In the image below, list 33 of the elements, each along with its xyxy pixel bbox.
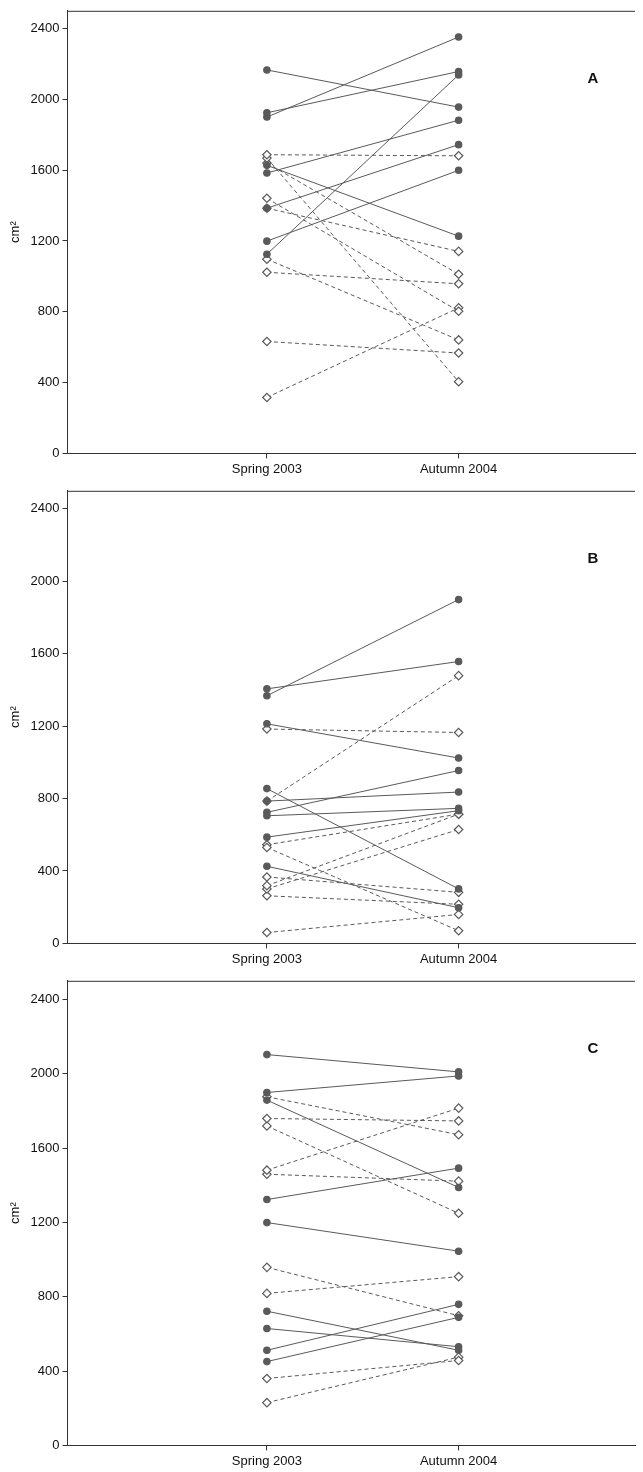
y-tick-label: 2000: [30, 90, 60, 106]
y-tick-label: 1200: [30, 717, 60, 733]
annotation: C: [587, 1038, 599, 1056]
y-tick-label: 2000: [30, 572, 60, 588]
y-tick-label: 2400: [30, 500, 60, 516]
y-tick-label: 0: [52, 1436, 60, 1452]
y-tick-label: 2000: [30, 1065, 60, 1081]
y-tick-label: 1200: [30, 232, 60, 248]
y-tick-label: 0: [52, 934, 60, 950]
x-tick-label: Autumn 2004: [419, 1452, 498, 1468]
x-tick-label: Autumn 2004: [419, 950, 498, 966]
annotation: B: [587, 548, 599, 566]
y-tick-label: 400: [37, 374, 60, 390]
x-tick-label: Autumn 2004: [419, 460, 498, 476]
y-tick-label: 1200: [30, 1213, 60, 1229]
y-tick-label: 800: [37, 303, 60, 319]
y-tick-label: 1600: [30, 161, 60, 177]
y-tick-label: 800: [37, 1288, 60, 1304]
y-tick-label: 0: [52, 444, 60, 460]
y-tick-label: 2400: [30, 990, 60, 1006]
y-tick-label: 400: [37, 1362, 60, 1378]
x-tick-label: Spring 2003: [231, 460, 302, 476]
y-axis-title: cm²: [7, 220, 23, 243]
annotation: A: [587, 68, 599, 86]
y-tick-label: 1600: [30, 1139, 60, 1155]
x-tick-label: Spring 2003: [231, 1452, 302, 1468]
y-tick-label: 400: [37, 862, 60, 878]
y-tick-label: 800: [37, 790, 60, 806]
y-tick-label: 1600: [30, 645, 60, 661]
y-axis-title: cm²: [7, 1201, 23, 1224]
x-tick-label: Spring 2003: [231, 950, 302, 966]
y-axis-title: cm²: [7, 705, 23, 728]
y-tick-label: 2400: [30, 20, 60, 36]
